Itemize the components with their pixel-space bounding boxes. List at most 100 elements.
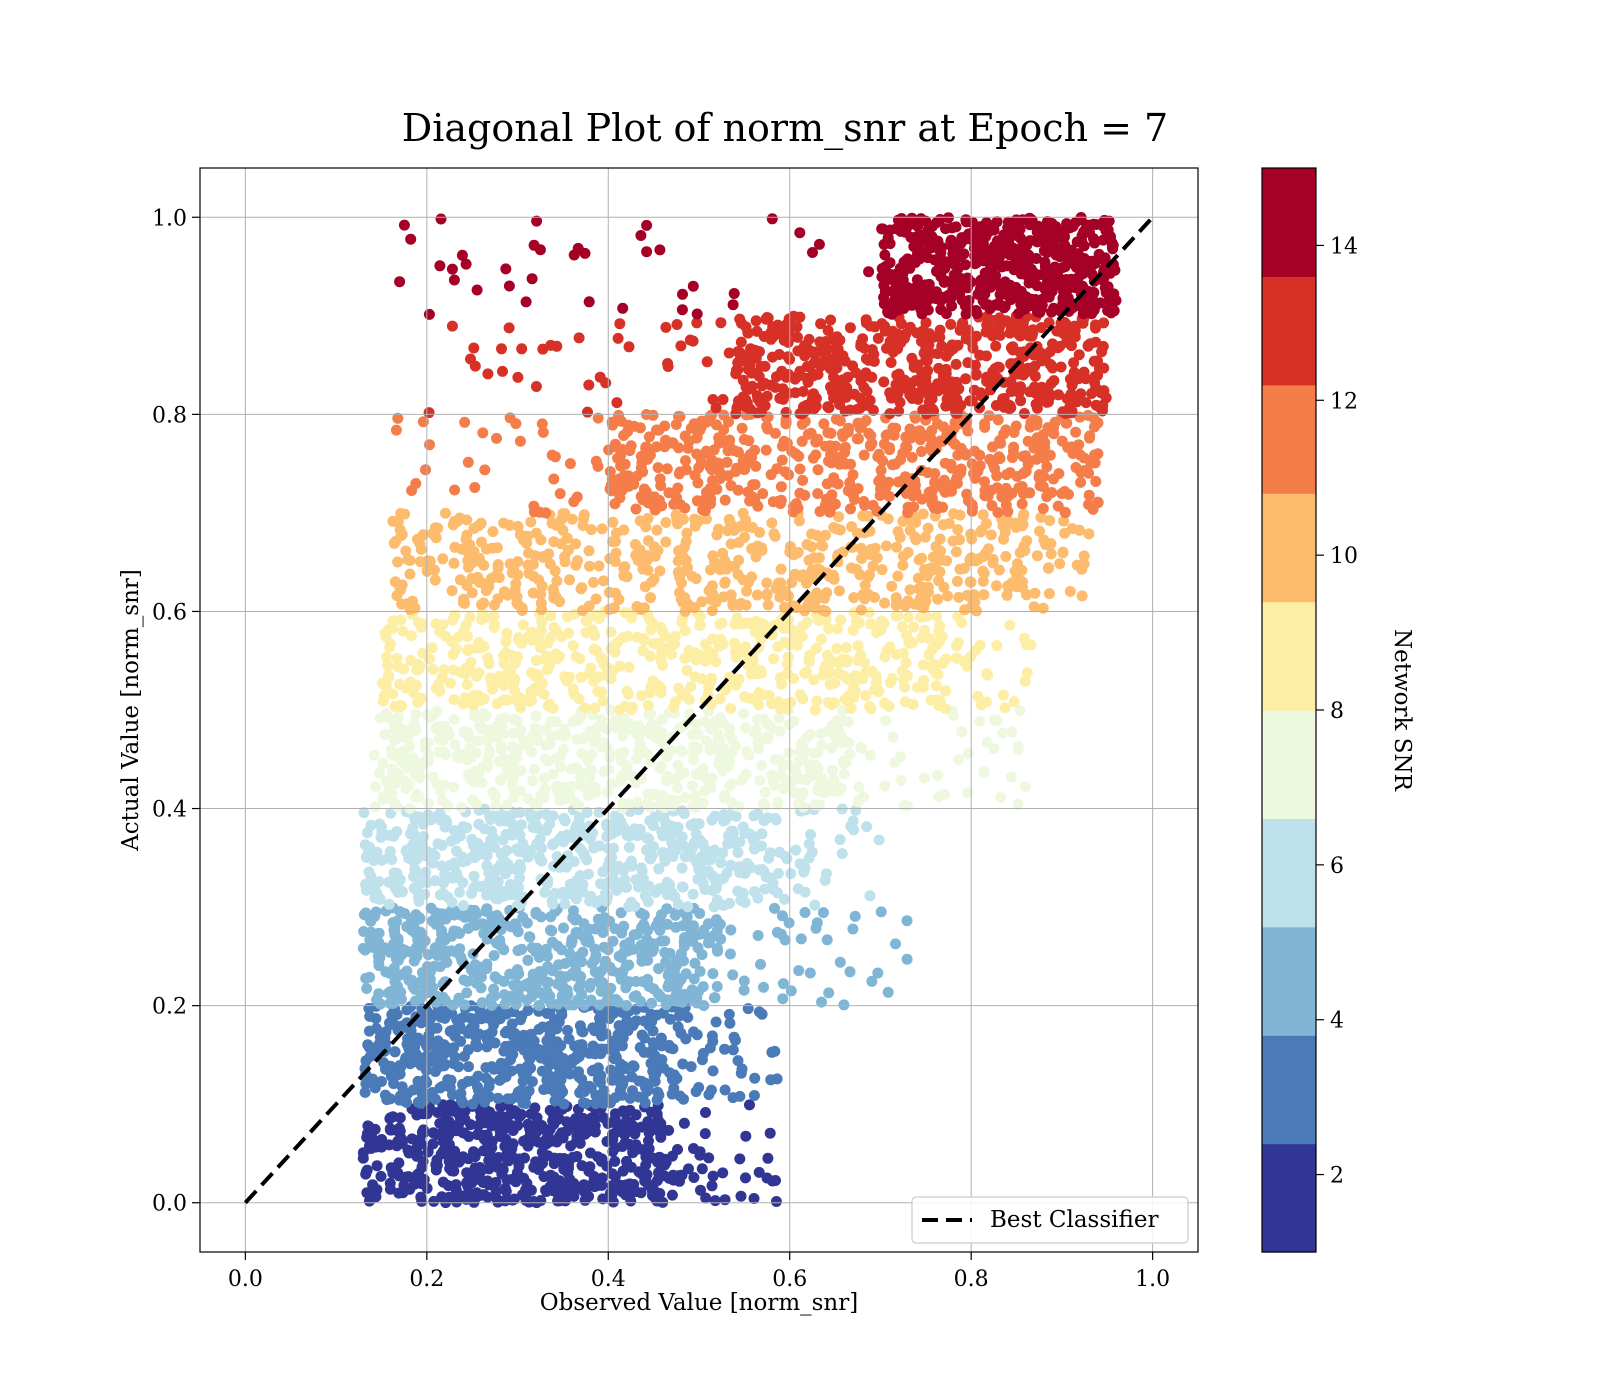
data-point (730, 679, 742, 691)
data-point (374, 1038, 385, 1049)
data-point (992, 361, 1004, 373)
data-point (794, 463, 806, 475)
data-point (483, 1179, 495, 1191)
data-point (547, 768, 559, 780)
data-point (623, 661, 635, 673)
data-point (962, 787, 974, 799)
data-point (980, 518, 992, 530)
data-point (792, 370, 804, 382)
data-point (892, 388, 904, 399)
data-point (656, 713, 668, 725)
data-point (394, 583, 406, 595)
data-point (449, 484, 461, 496)
data-point (492, 1092, 504, 1104)
data-point (952, 611, 964, 622)
data-point (930, 680, 942, 692)
data-point (969, 472, 981, 484)
data-point (512, 520, 524, 532)
data-point (546, 925, 558, 937)
data-point (749, 840, 761, 852)
data-point (946, 485, 958, 497)
data-point (1004, 619, 1016, 631)
data-point (386, 1009, 398, 1021)
data-point (1083, 528, 1095, 540)
data-point (674, 587, 685, 599)
data-point (485, 813, 497, 825)
data-point (426, 528, 438, 540)
data-point (576, 1073, 588, 1085)
data-point (645, 708, 657, 720)
data-point (429, 875, 441, 887)
data-point (550, 591, 562, 603)
data-point (719, 1194, 731, 1206)
data-point (897, 666, 909, 678)
data-point (368, 855, 379, 866)
data-point (449, 1051, 461, 1063)
data-point (841, 382, 853, 394)
data-point (630, 549, 642, 561)
data-point (419, 869, 431, 881)
data-point (1005, 771, 1017, 783)
data-point (642, 925, 653, 937)
data-point (950, 474, 962, 486)
data-point (834, 834, 846, 846)
data-point (1066, 340, 1077, 352)
data-point (706, 605, 718, 617)
data-point (578, 918, 590, 930)
data-point (744, 1099, 755, 1111)
data-point (690, 573, 702, 585)
data-point (575, 971, 587, 982)
data-point (987, 441, 999, 453)
data-point (797, 693, 809, 705)
data-point (892, 526, 904, 538)
data-point (875, 906, 887, 918)
data-point (921, 570, 933, 582)
data-point (613, 594, 625, 605)
data-point (422, 798, 434, 810)
data-point (609, 1155, 621, 1167)
data-point (795, 790, 807, 802)
data-point (901, 442, 913, 454)
data-point (583, 600, 595, 612)
data-point (490, 1185, 502, 1197)
data-point (735, 336, 747, 348)
data-point (679, 851, 691, 863)
data-point (772, 887, 783, 899)
data-point (505, 921, 517, 933)
data-point (847, 624, 859, 636)
data-point (654, 762, 666, 774)
data-point (780, 851, 792, 863)
data-point (681, 911, 693, 923)
data-point (452, 631, 464, 643)
data-point (806, 846, 818, 858)
data-point (498, 680, 510, 691)
data-point (666, 1189, 678, 1201)
data-point (389, 922, 401, 934)
data-point (1056, 435, 1068, 447)
data-point (597, 1193, 609, 1205)
data-point (774, 770, 785, 782)
data-point (712, 945, 723, 957)
data-point (782, 651, 794, 663)
snr-band-6 (387, 507, 1095, 617)
data-point (757, 618, 769, 630)
data-point (392, 933, 404, 945)
data-point (544, 818, 556, 830)
data-point (890, 938, 901, 950)
data-point (1002, 506, 1014, 517)
data-point (585, 1147, 596, 1159)
snr-band-3 (358, 803, 885, 913)
data-point (645, 853, 656, 865)
data-point (920, 371, 932, 383)
data-point (391, 653, 403, 664)
data-point (512, 651, 523, 663)
data-point (1034, 525, 1045, 537)
data-point (394, 524, 406, 536)
data-point (970, 555, 982, 567)
data-point (697, 504, 709, 516)
data-point (488, 983, 500, 995)
data-point (678, 1117, 690, 1129)
data-point (811, 593, 823, 605)
data-point (950, 640, 962, 652)
data-point (671, 782, 683, 794)
